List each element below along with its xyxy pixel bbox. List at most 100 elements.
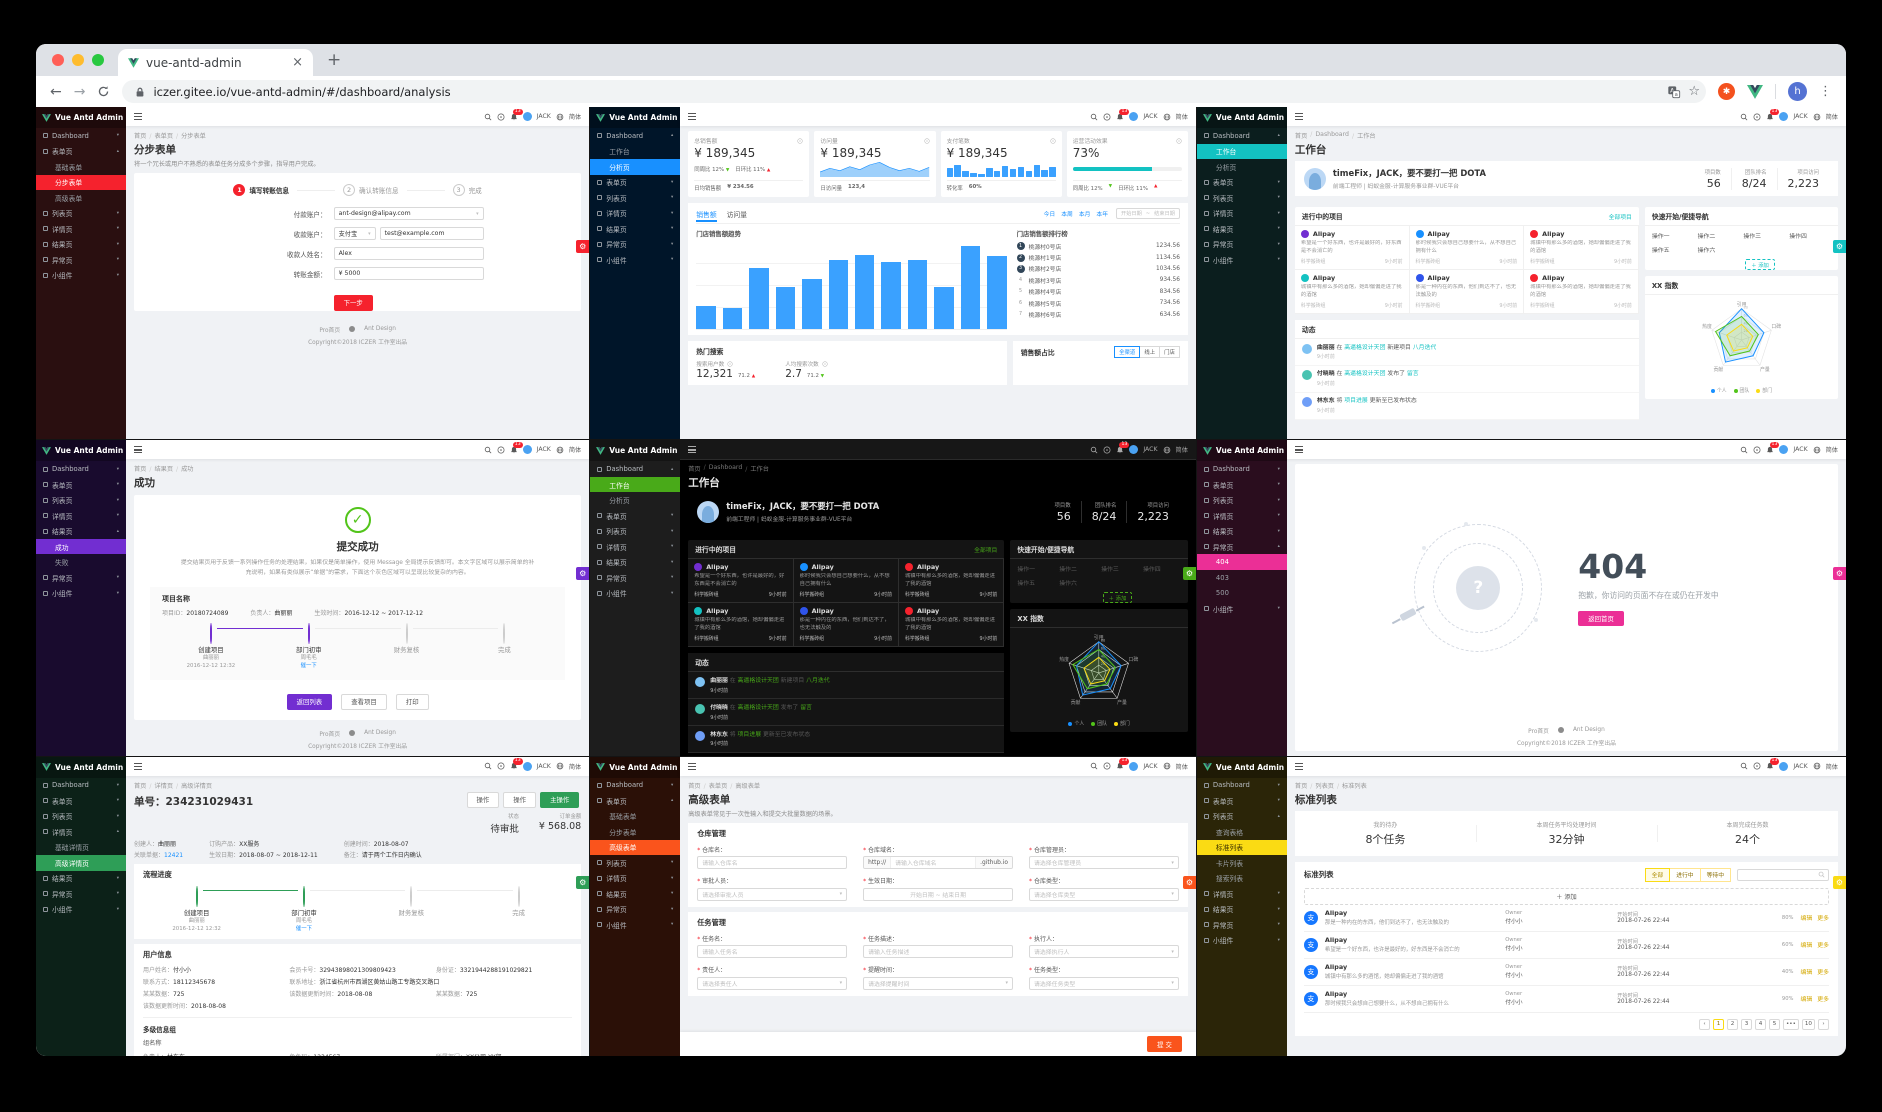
list-search-input[interactable] [1737, 868, 1829, 881]
ranking-row[interactable]: 3 桃源村2号店 1034.56 [1016, 263, 1180, 274]
info-icon[interactable] [1050, 138, 1056, 144]
page-button[interactable]: 3 [1740, 1018, 1752, 1030]
bar[interactable] [828, 259, 848, 329]
sidebar-item[interactable]: 高级详情页 [36, 855, 126, 871]
filter-button[interactable]: 等待中 [1699, 867, 1731, 882]
bar[interactable] [749, 267, 769, 329]
project-tile[interactable]: Alipay 那时候我只会想自己想要什么，从不想自己拥有什么 科学搬砖组 9小时前 [793, 559, 899, 604]
form-input[interactable]: 请选择执行人 [1029, 945, 1179, 959]
language-globe-icon[interactable] [1163, 762, 1171, 770]
sidebar-item[interactable]: 表单页 ▴ [36, 144, 126, 160]
theme-settings-gear-button[interactable]: ⚙ [1833, 566, 1846, 580]
quick-op-link[interactable]: 操作四 [1789, 234, 1807, 240]
language-globe-icon[interactable] [1163, 113, 1171, 121]
language-label[interactable]: 简体 [1175, 447, 1188, 455]
app-logo[interactable]: Vue Antd Admin [590, 756, 681, 778]
quick-op-link[interactable]: 操作五 [1017, 581, 1036, 588]
language-label[interactable]: 简体 [1825, 447, 1838, 455]
breadcrumb-item[interactable]: 分步表单 [173, 131, 206, 140]
breadcrumb-item[interactable]: 列表页 [1307, 781, 1334, 790]
sidebar-item[interactable]: Dashboard ▴ [590, 461, 680, 477]
search-icon[interactable] [1740, 762, 1748, 770]
back-to-list-button[interactable]: 返回列表 [286, 693, 333, 710]
sidebar-item[interactable]: 异常页 ▾ [1197, 237, 1287, 253]
form-input[interactable]: 请选择提醒时间 [863, 976, 1014, 990]
project-tile[interactable]: Alipay 城镇中有那么多的酒馆，她却偏偏走进了我的酒馆 科学搬砖组 9小时前 [1524, 226, 1639, 270]
breadcrumb-item[interactable]: 首页 [688, 782, 701, 790]
form-input[interactable]: 请选择任务类型 [1029, 976, 1179, 990]
quick-op-link[interactable]: 操作五 [1651, 248, 1670, 254]
app-logo[interactable]: Vue Antd Admin [36, 107, 126, 128]
sidebar-item[interactable]: 基础详情页 [55, 844, 89, 853]
date-range-picker[interactable]: 开始日期 ~ 结束日期 [1116, 208, 1180, 219]
radar-legend-item[interactable]: 部门 [1114, 720, 1130, 727]
help-icon[interactable] [497, 113, 505, 121]
breadcrumb-item[interactable]: 工作台 [742, 464, 769, 473]
app-logo[interactable]: Vue Antd Admin [36, 756, 126, 778]
page-button[interactable]: 2 [1726, 1018, 1738, 1030]
sidebar-item[interactable]: 搜索列表 [1215, 875, 1244, 884]
breadcrumb-item[interactable]: Dashboard [701, 464, 743, 473]
user-name[interactable]: JACK [536, 762, 551, 770]
search-icon[interactable] [1090, 113, 1098, 121]
sidebar-item[interactable]: 异常页 ▴ [1197, 539, 1287, 555]
vue-devtools-icon[interactable] [1747, 85, 1763, 99]
language-label[interactable]: 简体 [1825, 114, 1838, 121]
breadcrumb-item[interactable]: 标准列表 [1334, 781, 1367, 790]
bar[interactable] [722, 307, 743, 329]
bar[interactable] [960, 245, 981, 329]
app-logo[interactable]: Vue Antd Admin [1196, 756, 1287, 778]
user-name[interactable]: JACK [1143, 446, 1158, 454]
channel-tab[interactable]: 门店 [1159, 345, 1180, 358]
sidebar-item[interactable]: 基础表单 [609, 813, 637, 822]
sidebar-toggle-icon[interactable] [134, 446, 142, 454]
quick-op-link[interactable]: 操作三 [1743, 234, 1762, 240]
sidebar-item[interactable]: 结果页 ▾ [590, 221, 680, 237]
sidebar-item[interactable]: 结果页 ▾ [1197, 523, 1287, 539]
sidebar-item[interactable]: 表单页 ▾ [1197, 793, 1287, 809]
radar-legend-item[interactable]: 个人 [1068, 720, 1084, 727]
search-icon[interactable] [1090, 446, 1098, 454]
github-icon[interactable] [349, 326, 356, 332]
sidebar-item[interactable]: Dashboard ▾ [1197, 778, 1287, 794]
sidebar-item[interactable]: 异常页 ▾ [1197, 917, 1287, 933]
language-globe-icon[interactable] [1163, 446, 1171, 454]
breadcrumb-item[interactable]: 高级详情页 [173, 781, 212, 790]
quick-op-link[interactable]: 操作六 [1059, 581, 1077, 588]
user-avatar[interactable] [522, 761, 532, 771]
primary-action-button[interactable]: 主操作 [540, 791, 580, 808]
sidebar-item[interactable]: 小组件 ▾ [590, 917, 680, 933]
user-avatar[interactable] [1779, 445, 1789, 455]
breadcrumb-item[interactable]: 首页 [1294, 782, 1308, 790]
bar[interactable] [907, 259, 928, 329]
sidebar-item[interactable]: 异常页 ▾ [590, 237, 680, 253]
sidebar-item[interactable]: 表单页 ▾ [36, 793, 126, 809]
sidebar-item[interactable]: 小组件 ▾ [36, 585, 126, 601]
user-avatar[interactable] [522, 445, 532, 455]
payee-name-input[interactable]: Alex [333, 247, 484, 260]
sidebar-item[interactable]: 详情页 ▾ [1197, 206, 1287, 222]
action-button[interactable]: 操作 [503, 791, 537, 808]
sidebar-toggle-icon[interactable] [134, 762, 142, 770]
help-icon[interactable] [1103, 762, 1111, 770]
sidebar-item[interactable]: 列表页 ▾ [36, 809, 126, 825]
footer-link-antd[interactable]: Ant Design [364, 730, 396, 737]
sidebar-item[interactable]: 小组件 ▾ [1197, 252, 1287, 268]
page-button[interactable]: › [1818, 1018, 1829, 1030]
ranking-row[interactable]: 7 桃源村6号店 634.56 [1019, 311, 1180, 320]
project-tile[interactable]: Alipay 那时候我只会想自己想要什么，从不想自己拥有什么 科学搬砖组 9小时前 [1409, 226, 1525, 270]
sidebar-item[interactable]: 异常页 ▾ [590, 570, 680, 586]
sidebar-item[interactable]: 结果页 ▾ [1197, 902, 1287, 918]
translate-icon[interactable] [1667, 85, 1681, 99]
more-link[interactable]: 更多 [1817, 970, 1829, 977]
payee-type-select[interactable]: 支付宝 ▾ [333, 227, 376, 240]
edit-link[interactable]: 编辑 [1800, 943, 1813, 950]
feed-item[interactable]: 林东东 将 项目进展 更新至已发布状态 9小时前 [688, 726, 1005, 753]
language-globe-icon[interactable] [556, 113, 564, 121]
footer-link-antd[interactable]: Ant Design [1572, 727, 1605, 734]
help-icon[interactable] [1753, 446, 1761, 454]
sidebar-item[interactable]: 工作台 [590, 476, 681, 493]
bar[interactable] [987, 256, 1007, 329]
url-text[interactable]: iczer.gitee.io/vue-antd-admin/#/dashboar… [153, 84, 451, 99]
search-icon[interactable] [1740, 113, 1748, 121]
